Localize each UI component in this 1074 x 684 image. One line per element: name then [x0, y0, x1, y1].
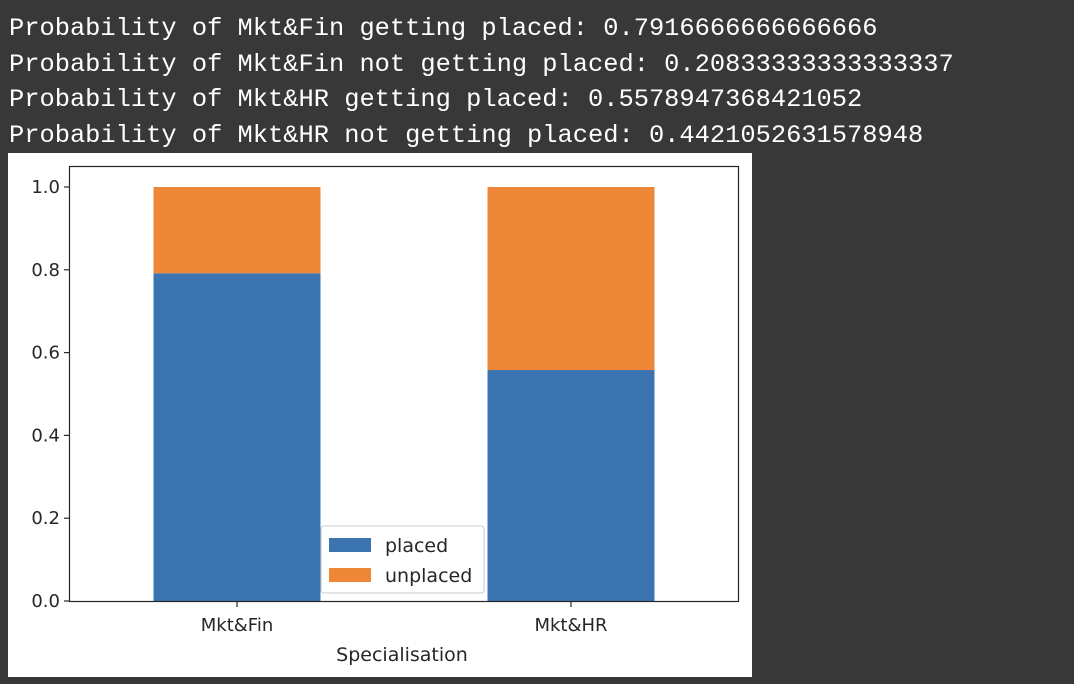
- legend-swatch-unplaced: [329, 568, 371, 582]
- output-line-mktfin-placed: Probability of Mkt&Fin getting placed: 0…: [9, 14, 878, 43]
- y-tick-label: 1.0: [31, 177, 60, 198]
- legend-label-unplaced: unplaced: [385, 565, 472, 587]
- y-tick-label: 0.0: [31, 591, 60, 612]
- bars-layer: [153, 187, 655, 601]
- bar-placed-0: [153, 273, 321, 601]
- chart-figure: 0.0 0.2 0.4 0.6 0.8 1.0 Mkt&Fin Mkt&HR Special…: [8, 153, 752, 677]
- bar-placed-1: [487, 370, 655, 601]
- legend: placed unplaced: [320, 525, 485, 594]
- x-axis: Mkt&Fin Mkt&HR: [201, 601, 608, 636]
- output-line-mktfin-not-placed: Probability of Mkt&Fin not getting place…: [9, 49, 954, 79]
- legend-swatch-placed: [329, 538, 371, 552]
- x-axis-label: Specialisation: [336, 644, 468, 666]
- bar-unplaced-0: [153, 187, 321, 274]
- output-line-mkthr-placed: Probability of Mkt&HR getting placed: 0.…: [9, 85, 863, 114]
- y-tick-label: 0.6: [31, 343, 60, 364]
- console-output: Probability of Mkt&Fin getting placed: 0…: [9, 11, 954, 153]
- y-tick-label: 0.4: [31, 425, 60, 446]
- axes-frame: [68, 165, 740, 603]
- bar-unplaced-1: [487, 187, 655, 371]
- y-tick-label: 0.2: [31, 508, 60, 529]
- x-tick-label: Mkt&Fin: [201, 615, 274, 636]
- y-tick-label: 0.8: [31, 260, 60, 281]
- y-axis: 0.0 0.2 0.4 0.6 0.8 1.0: [31, 177, 70, 612]
- output-line-mkthr-not-placed: Probability of Mkt&HR not getting placed…: [9, 120, 924, 150]
- stacked-bar-chart: 0.0 0.2 0.4 0.6 0.8 1.0 Mkt&Fin Mkt&HR Special…: [31, 165, 740, 666]
- x-tick-label: Mkt&HR: [534, 615, 607, 636]
- legend-label-placed: placed: [385, 535, 448, 557]
